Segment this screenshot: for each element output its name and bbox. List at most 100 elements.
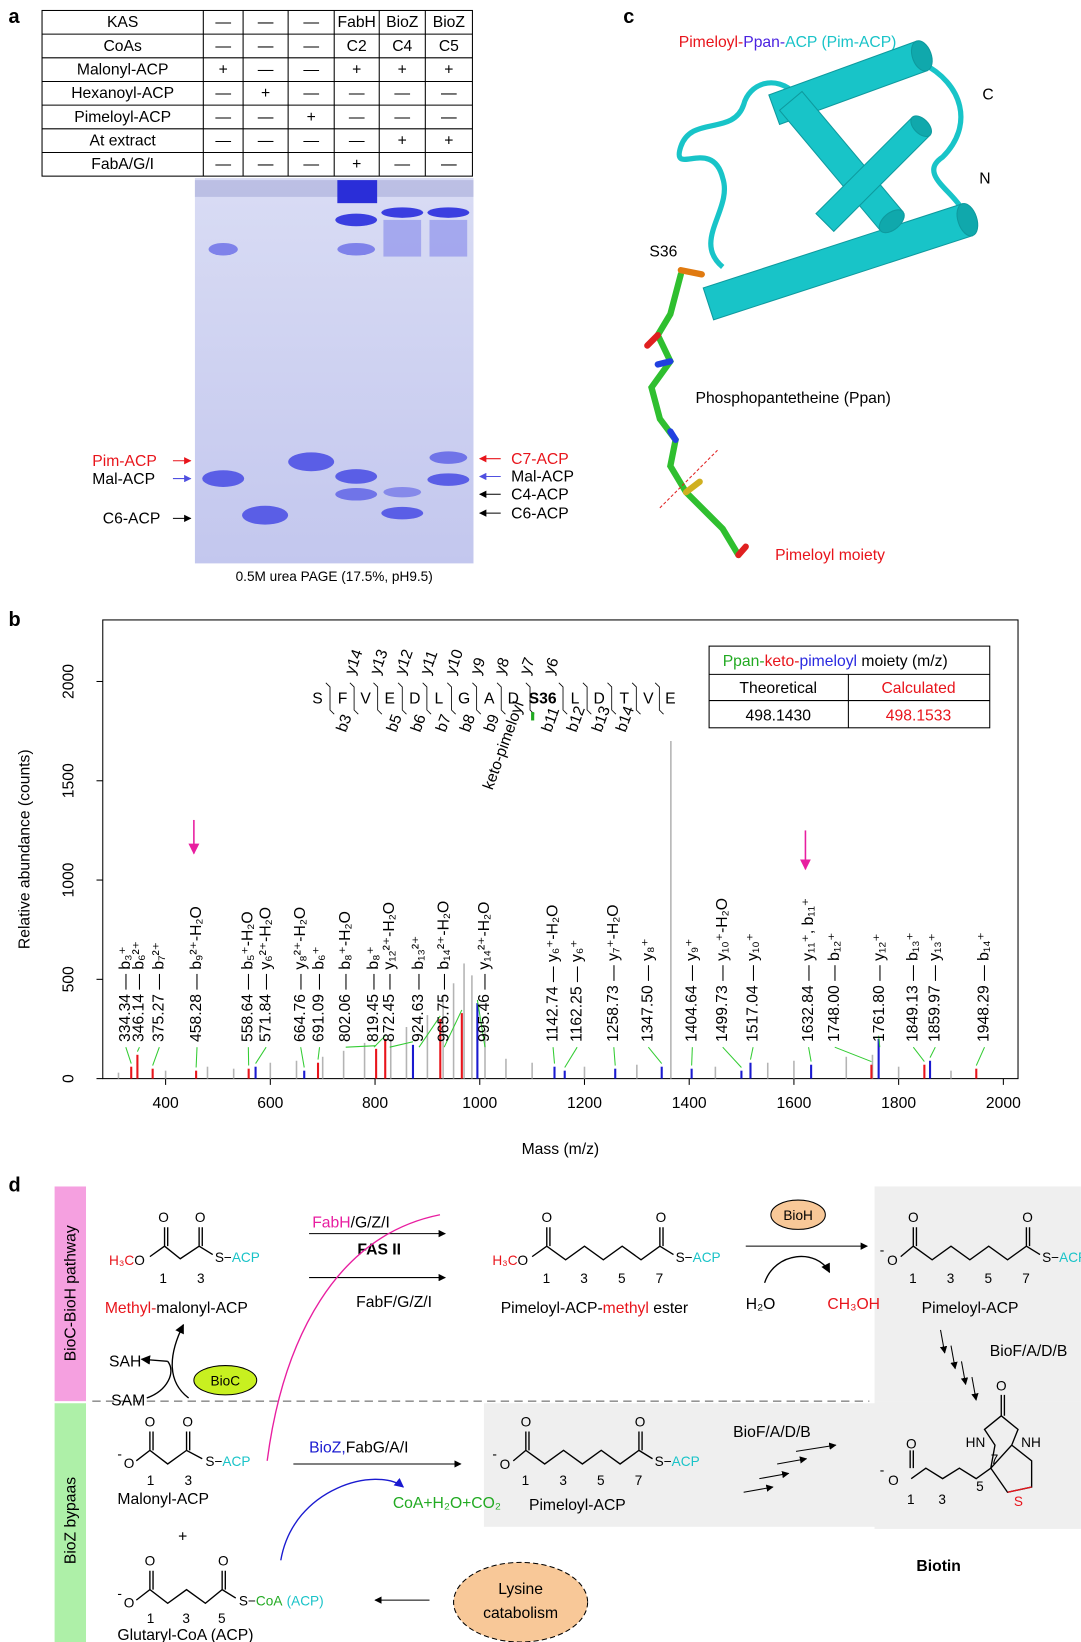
peak-label: 664.76 — y₈²⁺-H₂O: [292, 907, 309, 1042]
label: 3: [182, 1611, 190, 1626]
label: O: [134, 1253, 145, 1268]
panel-label: a: [9, 6, 21, 28]
shape: [242, 505, 289, 525]
label: FabH: [312, 1214, 350, 1231]
leader-line: [125, 1047, 132, 1064]
label: -: [117, 1586, 122, 1601]
y-axis-title: Relative abundance (counts): [16, 749, 33, 949]
shape: [383, 486, 422, 498]
peak-label: 1499.73 — y₁₀⁺-H₂O: [714, 898, 731, 1042]
label: S−: [205, 1454, 222, 1469]
row-label: KAS: [107, 14, 138, 31]
cleavage-mark: [349, 682, 359, 715]
label: 5: [985, 1271, 993, 1286]
residue: T: [619, 691, 629, 708]
label: Methyl-: [105, 1300, 156, 1317]
peak-label: 691.09 — b₆⁺: [311, 946, 328, 1042]
cleavage-mark: [654, 682, 664, 715]
y-tick-label: 500: [60, 966, 77, 992]
y-tick-label: 0: [60, 1074, 77, 1083]
table-cell: —: [215, 156, 231, 173]
shape: [335, 487, 378, 501]
label: 1: [543, 1271, 551, 1286]
label: O: [887, 1253, 898, 1268]
x-tick-label: 1000: [462, 1095, 497, 1112]
flow-arrow: [280, 1477, 405, 1561]
gel-label: Mal-ACP: [511, 469, 574, 486]
moiety-table: Ppan-keto-pimeloyl moiety (m/z) Theoreti…: [708, 645, 991, 729]
label: 5: [597, 1473, 605, 1488]
label: Glutaryl-CoA (ACP): [117, 1627, 253, 1642]
label: S−: [676, 1250, 693, 1265]
shape: [648, 271, 742, 559]
protein-cartoon: [676, 40, 979, 321]
table-cell: +: [352, 62, 361, 79]
label: Ppan-keto-pimeloyl moiety (m/z): [723, 653, 948, 670]
highlight-box: [874, 1186, 1081, 1402]
label: Pimeloyl-ACP-methyl ester: [501, 1300, 688, 1317]
enzyme: [770, 1199, 826, 1230]
row-label: Hexanoyl-ACP: [71, 85, 174, 102]
shape: [682, 478, 703, 496]
label: NH: [1021, 1435, 1041, 1450]
label: ACP: [232, 1250, 260, 1265]
shape: [654, 358, 674, 368]
label: 498.1430: [745, 707, 811, 724]
panel-label: b: [9, 609, 21, 631]
leader-line: [564, 1046, 578, 1068]
shape: [743, 1484, 774, 1493]
x-tick-label: 400: [153, 1095, 179, 1112]
spectrum: 0 500 1000 1500 2000 400 600 800 1000 1200 1400 160…: [16, 619, 1021, 1158]
residue: L: [571, 691, 580, 708]
residue: D: [508, 691, 519, 708]
label: O: [158, 1210, 169, 1225]
table-cell: —: [394, 85, 410, 102]
table-cell: —: [215, 109, 231, 126]
label: HN: [966, 1435, 986, 1450]
leader-line: [443, 1009, 463, 1048]
label: Theoretical: [739, 680, 817, 697]
label: ACP: [693, 1250, 721, 1265]
enzyme: [193, 1365, 258, 1396]
shape: [335, 469, 378, 484]
shape: [381, 506, 424, 520]
shape: [644, 331, 661, 349]
y-ion: y11: [417, 648, 441, 676]
label: S: [1014, 1494, 1023, 1509]
leader-line: [136, 1046, 140, 1052]
shape: [702, 203, 979, 321]
label: -: [880, 1462, 885, 1477]
label: S−: [1042, 1250, 1059, 1265]
b-ion: b8: [457, 712, 479, 734]
peak-label: 1142.74 — y₆⁺-H₂O: [544, 905, 561, 1042]
label: 3: [559, 1473, 567, 1488]
label: O: [124, 1595, 135, 1610]
peak-label: 458.28 — b₉²⁺-H₂O: [188, 906, 205, 1042]
y-ion: y8: [492, 655, 514, 677]
leader-line: [345, 1045, 377, 1048]
cleavage-mark: [496, 682, 506, 715]
label: Pimeloyl-ACP-: [501, 1300, 603, 1317]
b-ion: b3: [334, 712, 356, 734]
shape: [971, 1376, 979, 1401]
label: Pimeloyl-ACP: [529, 1497, 626, 1514]
table-cell: BioZ: [386, 14, 419, 31]
residue: S36: [529, 691, 557, 708]
pathway-bar: [54, 1186, 87, 1402]
leader-line: [647, 1046, 663, 1064]
table-cell: —: [394, 109, 410, 126]
b-ion: b14: [613, 704, 638, 735]
label: BioF/A/D/B: [990, 1343, 1068, 1360]
shape: [708, 645, 991, 729]
leader-line: [929, 1046, 936, 1058]
label: O: [145, 1414, 156, 1429]
table-cell: +: [398, 62, 407, 79]
shape: [950, 1345, 958, 1370]
label: S−CoA (ACP): [239, 1593, 324, 1608]
terminus-label: N: [979, 170, 990, 187]
label: CH₃OH: [827, 1296, 880, 1313]
leader-line: [255, 1046, 267, 1064]
highlight-box: [483, 1403, 878, 1527]
table-cell: —: [441, 109, 457, 126]
cleavage-mark: [397, 682, 407, 715]
